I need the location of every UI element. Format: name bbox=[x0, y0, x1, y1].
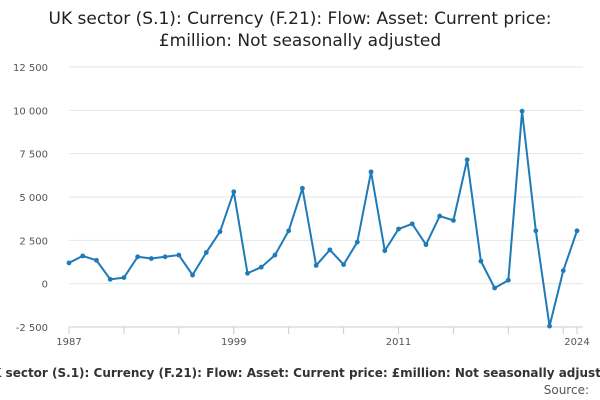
data-point[interactable] bbox=[217, 229, 223, 235]
data-point[interactable] bbox=[80, 253, 86, 259]
grid-lines bbox=[69, 66, 583, 328]
data-point[interactable] bbox=[354, 239, 360, 245]
data-point[interactable] bbox=[368, 169, 374, 175]
data-point[interactable] bbox=[66, 260, 72, 266]
data-point[interactable] bbox=[533, 228, 539, 234]
data-point[interactable] bbox=[258, 264, 264, 270]
data-point[interactable] bbox=[478, 258, 484, 264]
y-tick-label: 2 500 bbox=[19, 236, 48, 247]
x-axis-tick-marks bbox=[68, 327, 578, 334]
data-point[interactable] bbox=[190, 272, 195, 278]
data-point[interactable] bbox=[313, 263, 319, 268]
legend-label: UK sector (S.1): Currency (F.21): Flow: … bbox=[0, 366, 600, 380]
data-point[interactable] bbox=[286, 228, 292, 234]
data-point[interactable] bbox=[94, 257, 99, 263]
y-tick-label: 10 000 bbox=[13, 106, 48, 117]
data-point[interactable] bbox=[121, 275, 127, 280]
chart-title-line-2: £million: Not seasonally adjusted bbox=[159, 31, 441, 51]
data-point[interactable] bbox=[492, 285, 498, 291]
y-tick-label: 5 000 bbox=[19, 193, 48, 204]
y-tick-label: 7 500 bbox=[19, 150, 48, 161]
data-point[interactable] bbox=[396, 226, 401, 232]
data-point[interactable] bbox=[382, 248, 388, 254]
chart-title: UK sector (S.1): Currency (F.21): Flow: … bbox=[49, 9, 552, 51]
data-point[interactable] bbox=[560, 268, 566, 274]
data-point[interactable] bbox=[451, 218, 456, 223]
data-point[interactable] bbox=[409, 221, 415, 227]
data-point[interactable] bbox=[135, 254, 141, 260]
data-point[interactable] bbox=[231, 189, 237, 195]
y-tick-label: 12 500 bbox=[13, 63, 48, 74]
data-point[interactable] bbox=[574, 228, 580, 234]
data-point[interactable] bbox=[547, 323, 552, 329]
data-point[interactable] bbox=[437, 213, 443, 219]
data-point[interactable] bbox=[107, 276, 113, 282]
x-tick-label: 2011 bbox=[386, 337, 411, 348]
data-point[interactable] bbox=[203, 250, 209, 255]
data-point[interactable] bbox=[272, 252, 278, 258]
data-point[interactable] bbox=[505, 277, 511, 283]
data-point[interactable] bbox=[341, 262, 346, 267]
data-series bbox=[66, 108, 580, 329]
series-line bbox=[68, 110, 578, 328]
y-tick-label: -2 500 bbox=[16, 323, 48, 334]
data-point[interactable] bbox=[245, 270, 250, 276]
data-point[interactable] bbox=[519, 108, 525, 114]
data-point[interactable] bbox=[327, 247, 333, 253]
data-point[interactable] bbox=[162, 254, 168, 260]
x-tick-label: 1987 bbox=[56, 337, 81, 348]
data-point[interactable] bbox=[148, 256, 154, 261]
y-axis-tick-labels: -2 500 0 2 500 5 000 7 500 10 000 12 500 bbox=[13, 63, 48, 334]
data-point[interactable] bbox=[464, 157, 470, 163]
data-point[interactable] bbox=[176, 252, 182, 258]
x-tick-label: 1999 bbox=[221, 337, 246, 348]
x-axis-tick-labels: 1987 1999 2011 2024 bbox=[56, 337, 589, 348]
data-point[interactable] bbox=[423, 242, 429, 248]
chart-title-line-1: UK sector (S.1): Currency (F.21): Flow: … bbox=[49, 9, 552, 29]
y-tick-label: 0 bbox=[42, 280, 48, 291]
source-label: Source: bbox=[544, 383, 589, 397]
x-tick-label: 2024 bbox=[564, 337, 589, 348]
data-point[interactable] bbox=[300, 185, 305, 191]
